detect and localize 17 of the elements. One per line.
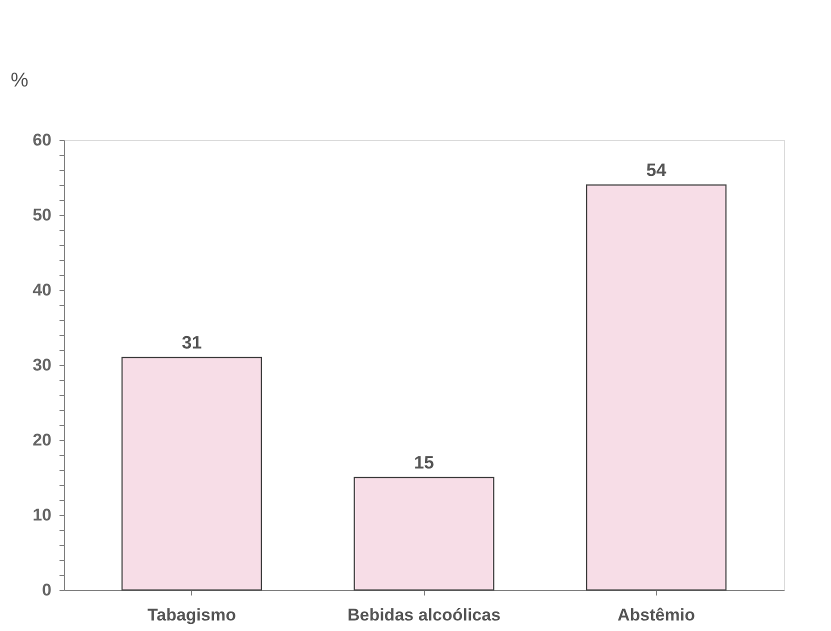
data-label: 31	[182, 332, 202, 352]
y-axis-title: %	[10, 70, 29, 92]
y-tick-label: 10	[32, 506, 52, 524]
x-tick-label: Bebidas alcoólicas	[347, 606, 501, 624]
bar	[354, 476, 494, 591]
y-tick-label: 60	[32, 130, 52, 150]
bar	[121, 356, 262, 591]
y-tick-label: 0	[42, 580, 52, 600]
bar	[586, 184, 727, 591]
y-tick-label: 30	[32, 356, 52, 374]
y-tick-label: 40	[32, 280, 52, 300]
data-label: 54	[646, 160, 666, 180]
x-tick-label: Abstêmio	[618, 606, 695, 624]
data-label: 15	[414, 452, 434, 472]
x-tick-label: Tabagismo	[148, 606, 236, 624]
y-tick-label: 20	[32, 430, 52, 450]
y-tick-label: 50	[32, 206, 52, 224]
